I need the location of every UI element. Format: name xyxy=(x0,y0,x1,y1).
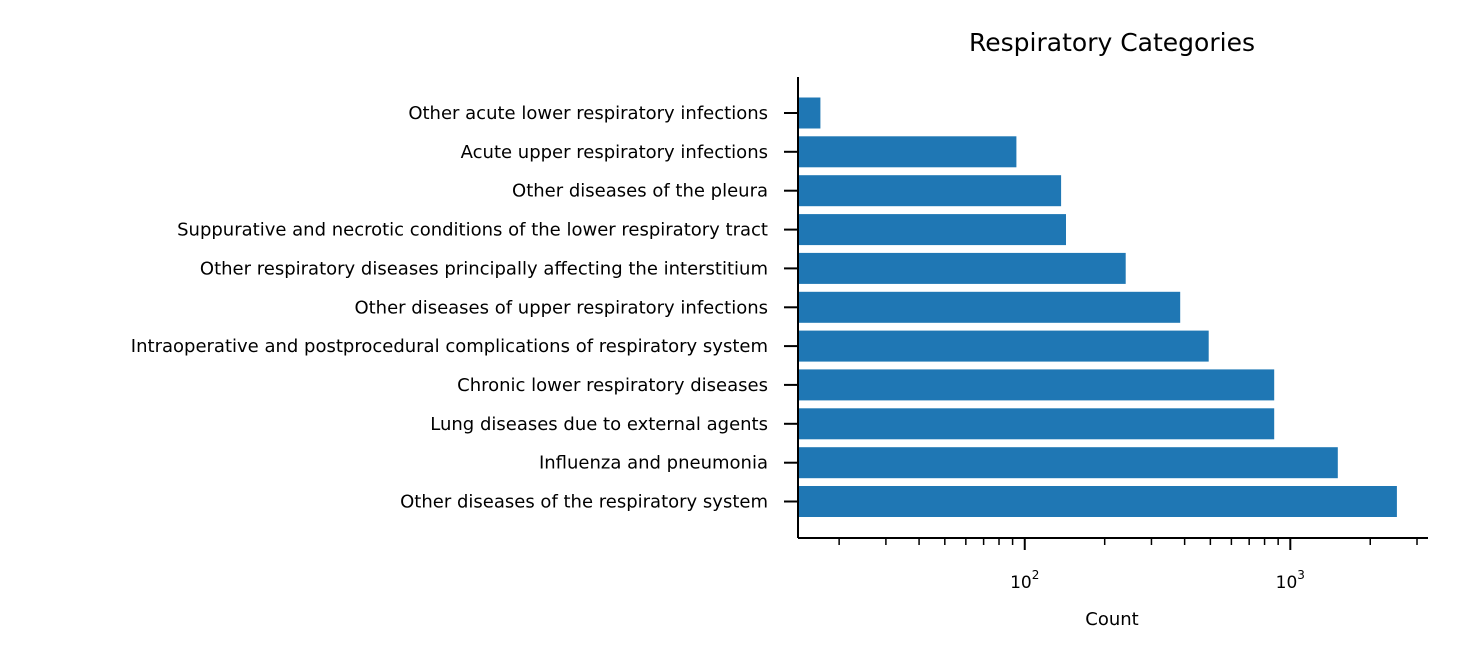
x-axis-label: Count xyxy=(1085,609,1138,630)
y-tick-label: Other diseases of upper respiratory infe… xyxy=(354,297,768,318)
y-tick-label: Acute upper respiratory infections xyxy=(461,142,768,163)
y-tick-label: Other diseases of the pleura xyxy=(512,181,768,202)
x-tick-exponent: 2 xyxy=(1032,568,1040,582)
y-tick-label: Other acute lower respiratory infections xyxy=(408,103,768,124)
y-tick-label: Chronic lower respiratory diseases xyxy=(457,375,768,396)
y-tick-label: Intraoperative and postprocedural compli… xyxy=(131,336,768,357)
bar xyxy=(798,136,1017,168)
bar xyxy=(798,97,821,129)
y-tick-label: Other respiratory diseases principally a… xyxy=(200,258,768,279)
bar xyxy=(798,330,1209,362)
bars-group xyxy=(798,97,1397,517)
bar xyxy=(798,252,1126,284)
bar xyxy=(798,447,1338,479)
bar xyxy=(798,408,1275,440)
x-tick-label: 103 xyxy=(1276,568,1305,593)
x-tick-label: 102 xyxy=(1010,568,1039,593)
bar xyxy=(798,214,1066,246)
y-tick-label: Other diseases of the respiratory system xyxy=(400,492,768,513)
x-tick-base: 10 xyxy=(1010,573,1032,593)
y-tick-label: Suppurative and necrotic conditions of t… xyxy=(177,220,768,241)
x-ticks: 102 103 xyxy=(838,538,1418,593)
bar xyxy=(798,486,1397,517)
chart-title: Respiratory Categories xyxy=(969,28,1255,57)
y-tick-label: Influenza and pneumonia xyxy=(539,453,768,474)
bar xyxy=(798,175,1062,207)
y-tick-label: Lung diseases due to external agents xyxy=(430,414,768,435)
bar xyxy=(798,369,1275,401)
x-tick-exponent: 3 xyxy=(1297,568,1305,582)
bar xyxy=(798,291,1181,323)
y-tick-labels: Other acute lower respiratory infections… xyxy=(131,103,798,513)
x-tick-base: 10 xyxy=(1276,573,1298,593)
